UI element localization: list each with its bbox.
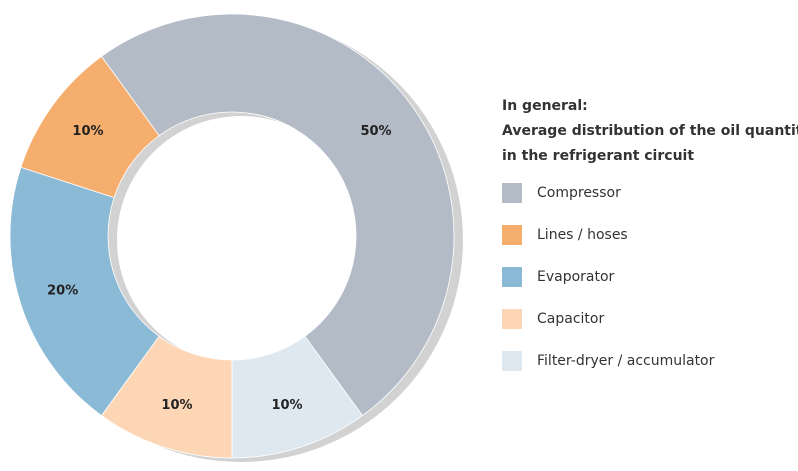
donut-segment <box>9 166 160 417</box>
legend-title: Average distribution of the oil quantity <box>502 123 798 139</box>
donut-segment <box>100 13 455 417</box>
legend: In general: Average distribution of the o… <box>502 98 798 371</box>
value-label: 10% <box>271 398 302 413</box>
legend-swatch <box>502 225 522 245</box>
legend-swatch <box>502 183 522 203</box>
donut <box>9 13 455 459</box>
value-label: 10% <box>72 124 103 139</box>
value-label: 20% <box>47 284 78 299</box>
value-label: 10% <box>161 398 192 413</box>
value-label: 50% <box>360 124 391 139</box>
legend-label: Lines / hoses <box>537 227 628 243</box>
legend-title: In general: <box>502 98 588 114</box>
legend-label: Filter-dryer / accumulator <box>537 353 715 369</box>
legend-swatch <box>502 309 522 329</box>
legend-label: Compressor <box>537 185 621 201</box>
donut-segment <box>231 335 364 459</box>
legend-title: in the refrigerant circuit <box>502 148 694 164</box>
legend-swatch <box>502 351 522 371</box>
legend-label: Capacitor <box>537 311 604 327</box>
legend-label: Evaporator <box>537 269 615 285</box>
value-labels: 50% 10% 20% 10% 10% <box>47 124 391 413</box>
legend-swatch <box>502 267 522 287</box>
